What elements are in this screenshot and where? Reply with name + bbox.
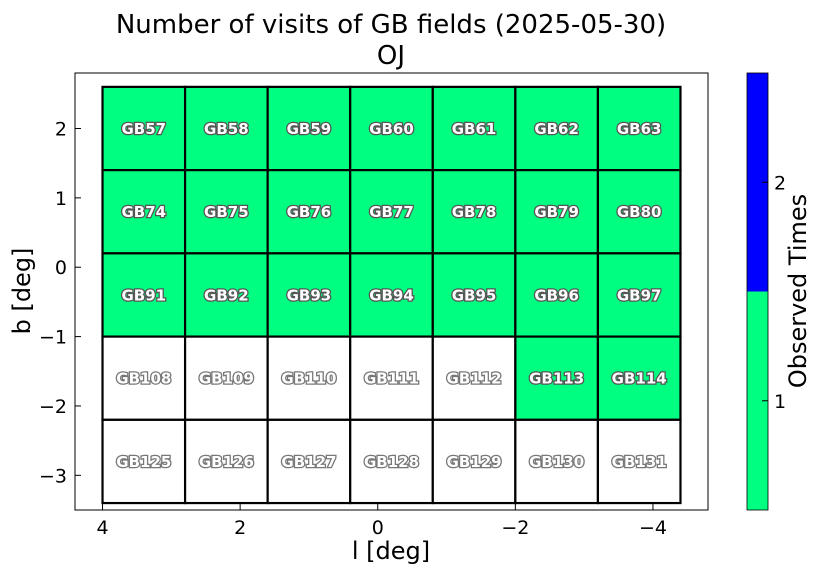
field-label: GB95 — [452, 286, 497, 304]
field-cell — [101, 85, 187, 172]
field-cell — [596, 169, 682, 255]
colorbar-tick-label: 2 — [774, 172, 786, 194]
field-cell — [349, 252, 434, 338]
field-label: GB128 — [364, 453, 419, 471]
x-tick-label: −2 — [501, 517, 529, 539]
y-tick-label: 2 — [55, 118, 67, 140]
field-label: GB80 — [617, 203, 662, 221]
colorbar: 12 — [746, 72, 786, 511]
field-cell — [514, 252, 600, 338]
colorbar-segment — [747, 73, 768, 292]
y-tick-label: −2 — [39, 396, 67, 418]
field-cell — [514, 335, 600, 421]
colorbar-tick-label: 1 — [774, 391, 786, 413]
field-label: GB58 — [204, 120, 249, 138]
field-label: GB92 — [204, 286, 249, 304]
field-label: GB60 — [369, 120, 414, 138]
field-label: GB61 — [452, 120, 497, 138]
field-cell — [266, 418, 352, 505]
field-label: GB125 — [116, 453, 171, 471]
field-cell — [101, 169, 187, 255]
field-label: GB76 — [287, 203, 332, 221]
field-label: GB114 — [612, 370, 667, 388]
field-cell — [101, 418, 187, 505]
field-cell — [431, 252, 517, 338]
y-axis: 2 1 0 −1 −2 −3 — [39, 118, 81, 487]
field-label: GB91 — [121, 286, 166, 304]
chart-title: Number of visits of GB fields (2025-05-3… — [116, 10, 666, 40]
plot-frame — [74, 72, 709, 511]
field-cell — [266, 169, 352, 255]
field-label: GB97 — [617, 286, 662, 304]
field-label: GB109 — [199, 370, 254, 388]
field-grid: GB57 GB58 GB59 GB60 GB61 GB62 GB63 GB74 GB75 GB76… — [101, 85, 682, 505]
field-cell — [514, 418, 600, 505]
field-label: GB94 — [369, 286, 414, 304]
y-axis-label: b [deg] — [8, 248, 36, 335]
x-tick-label: 2 — [234, 517, 246, 539]
field-label: GB93 — [287, 286, 332, 304]
y-tick-label: −1 — [39, 327, 67, 349]
field-label: GB108 — [116, 370, 171, 388]
field-cell — [266, 252, 352, 338]
field-label: GB77 — [369, 203, 414, 221]
field-label: GB62 — [534, 120, 579, 138]
field-label: GB63 — [617, 120, 662, 138]
colorbar-segment — [747, 291, 768, 510]
x-axis: 4 2 0 −2 −4 — [96, 504, 667, 539]
field-label: GB79 — [534, 203, 579, 221]
field-label: GB59 — [287, 120, 332, 138]
field-label: GB127 — [281, 453, 336, 471]
chart-subtitle: OJ — [377, 41, 405, 71]
field-label: GB57 — [121, 120, 166, 138]
field-cell — [431, 169, 517, 255]
field-cell — [183, 252, 269, 338]
x-axis-label: l [deg] — [352, 537, 430, 565]
field-cell — [596, 252, 682, 338]
field-label: GB112 — [447, 370, 502, 388]
field-label: GB78 — [452, 203, 497, 221]
colorbar-label: Observed Times — [784, 194, 812, 388]
field-label: GB110 — [281, 370, 336, 388]
field-label: GB74 — [121, 203, 166, 221]
field-cell — [596, 418, 682, 505]
field-cell — [183, 85, 269, 172]
y-tick-label: −3 — [39, 465, 67, 487]
field-label: GB113 — [529, 370, 584, 388]
colorbar-frame — [746, 72, 769, 511]
field-label: GB96 — [534, 286, 579, 304]
field-label: GB126 — [199, 453, 254, 471]
x-tick-label: 4 — [96, 517, 108, 539]
field-label: GB75 — [204, 203, 249, 221]
field-cell — [101, 335, 187, 421]
field-label: GB130 — [529, 453, 584, 471]
field-label: GB129 — [447, 453, 502, 471]
y-tick-label: 1 — [55, 188, 67, 210]
field-cell — [183, 335, 269, 421]
y-tick-label: 0 — [55, 257, 67, 279]
field-label: GB131 — [612, 453, 667, 471]
field-cell — [596, 335, 682, 421]
field-cell — [514, 85, 600, 172]
x-tick-label: −4 — [639, 517, 667, 539]
field-label: GB111 — [364, 370, 419, 388]
x-tick-label: 0 — [372, 517, 384, 539]
